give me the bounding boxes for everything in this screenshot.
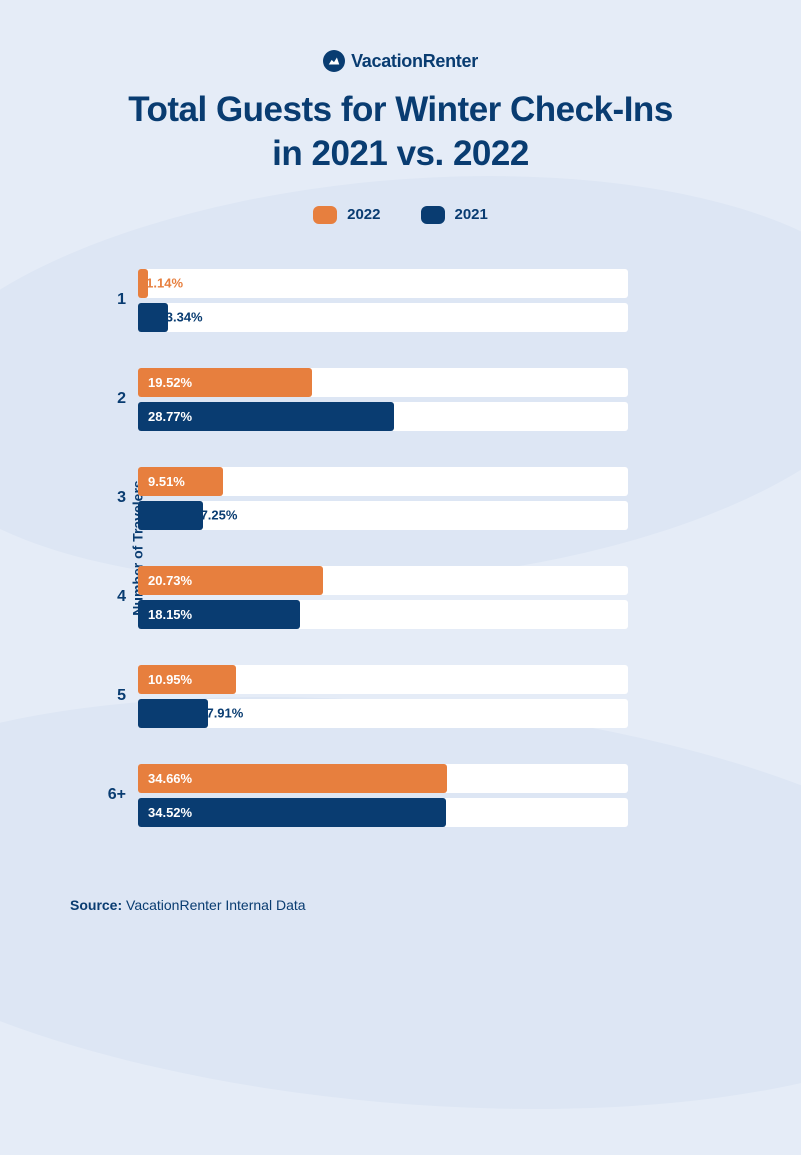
title-line-2: in 2021 vs. 2022 [272,134,529,173]
bar-value-label: 20.73% [148,573,192,588]
bar-track: 3.34% [138,303,628,332]
legend: 2022 2021 [70,206,731,224]
bar-value-label: 18.15% [148,607,192,622]
chart-area: Number of Travelers 11.14%3.34%219.52%28… [100,269,731,827]
bar-fill: 7.25% [138,501,203,530]
bar-value-label: 10.95% [148,672,192,687]
bar-fill: 28.77% [138,402,394,431]
logo-text: VacationRenter [351,51,478,72]
bar-fill: 9.51% [138,467,223,496]
legend-item: 2022 [313,206,380,224]
bar-fill: 18.15% [138,600,300,629]
bar-track: 34.66% [138,764,628,793]
bar-track: 34.52% [138,798,628,827]
category-group: 6+ 34.66% 34.52% [100,764,628,827]
bar-fill: 34.66% [138,764,447,793]
legend-item: 2021 [421,206,488,224]
chart-title: Total Guests for Winter Check-Ins in 202… [70,88,731,176]
bar-value-label: 34.66% [148,771,192,786]
bar-fill: 19.52% [138,368,312,397]
categories-column: 11.14%3.34%219.52%28.77%39.51%7.25%420.7… [100,269,628,827]
bar-fill: 3.34% [138,303,168,332]
category-group: 5 10.95% 7.91% [100,665,628,728]
bar-value-label: 1.14% [146,276,183,291]
bar-track: 10.95% [138,665,628,694]
bar-value-label: 34.52% [148,805,192,820]
category-label: 5 [100,687,138,705]
bar-value-label: 3.34% [166,310,203,325]
bar-track: 18.15% [138,600,628,629]
logo-icon [323,50,345,72]
bar-track: 7.91% [138,699,628,728]
bar-value-label: 9.51% [148,474,185,489]
bar-value-label: 28.77% [148,409,192,424]
bar-fill: 34.52% [138,798,446,827]
category-group: 39.51%7.25% [100,467,628,530]
bars-pair: 10.95% 7.91% [138,665,628,728]
source-text: VacationRenter Internal Data [122,897,305,913]
legend-label: 2021 [455,206,488,223]
source-label: Source: [70,897,122,913]
bar-fill: 1.14% [138,269,148,298]
bars-pair: 1.14% 3.34% [138,269,628,332]
content-container: VacationRenter Total Guests for Winter C… [0,0,801,827]
category-label: 6+ [100,786,138,804]
bar-track: 9.51% [138,467,628,496]
source-attribution: Source: VacationRenter Internal Data [70,897,306,913]
bar-fill: 7.91% [138,699,208,728]
category-label: 2 [100,390,138,408]
bar-track: 28.77% [138,402,628,431]
logo: VacationRenter [70,50,731,72]
legend-label: 2022 [347,206,380,223]
bar-fill: 20.73% [138,566,323,595]
bar-fill: 10.95% [138,665,236,694]
category-label: 1 [100,291,138,309]
bar-track: 20.73% [138,566,628,595]
category-group: 11.14%3.34% [100,269,628,332]
title-line-1: Total Guests for Winter Check-Ins [128,90,673,129]
bar-value-label: 7.25% [201,508,238,523]
category-group: 2 19.52% 28.77% [100,368,628,431]
legend-swatch [313,206,337,224]
bar-track: 1.14% [138,269,628,298]
bars-pair: 9.51% 7.25% [138,467,628,530]
category-group: 420.73%18.15% [100,566,628,629]
bars-pair: 19.52% 28.77% [138,368,628,431]
bar-track: 19.52% [138,368,628,397]
bar-value-label: 19.52% [148,375,192,390]
bars-pair: 20.73% 18.15% [138,566,628,629]
bars-pair: 34.66% 34.52% [138,764,628,827]
legend-swatch [421,206,445,224]
bar-track: 7.25% [138,501,628,530]
bar-value-label: 7.91% [206,706,243,721]
